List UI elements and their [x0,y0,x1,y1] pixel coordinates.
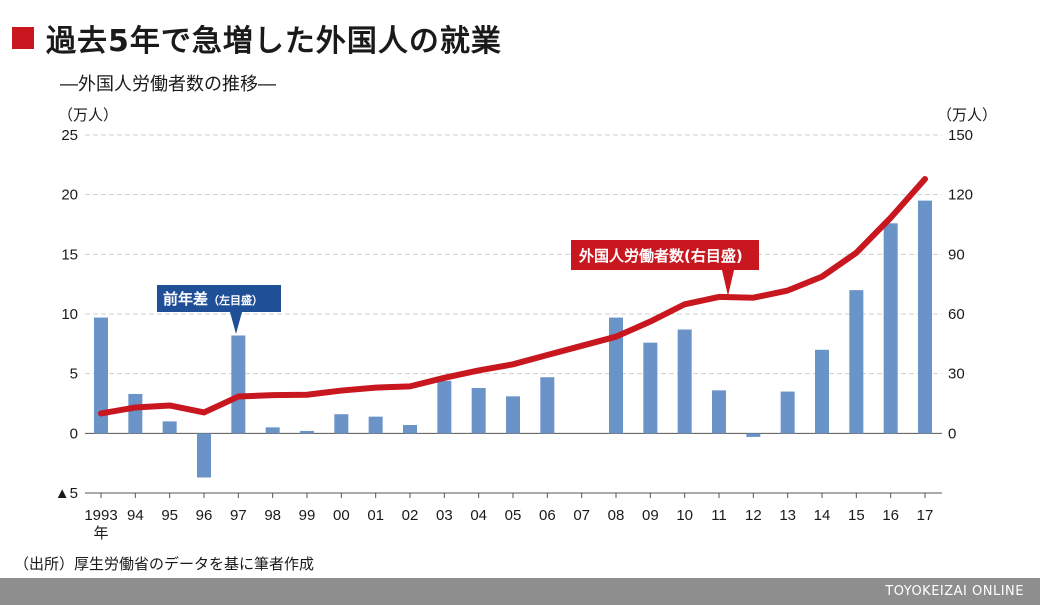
bar-callout-label: 前年差（左目盛） [163,290,263,308]
bar [197,433,211,478]
right-tick-label: 60 [948,306,965,323]
bar [231,335,246,434]
x-tick-label: 15 [848,507,865,524]
bar [643,342,658,434]
x-tick-label: 94 [127,507,144,524]
bar [403,424,417,434]
bar [162,421,177,434]
bar [540,377,555,434]
x-tick-label: 11 [711,507,727,524]
x-tick-label: 13 [779,507,796,524]
right-axis-unit: （万人） [937,106,998,124]
x-tick-label: 10 [676,507,693,524]
x-tick-label: 04 [470,507,487,524]
left-tick-label: 0 [70,425,78,442]
bar [746,433,761,437]
bar [849,290,864,434]
x-tick-label: 08 [608,507,625,524]
line-callout-box [571,240,759,270]
bar [471,387,486,434]
footer-brand: TOYOKEIZAI ONLINE [885,584,1024,599]
bar [609,317,623,434]
bar [506,396,520,434]
right-tick-label: 30 [948,366,965,383]
right-tick-label: 150 [948,127,973,144]
x-first-suffix: 年 [93,525,108,542]
x-tick-label: 16 [882,507,899,524]
line-series [98,175,928,417]
chart-subtitle: ―外国人労働者数の推移― [60,74,276,95]
bar [712,390,726,434]
line-callout-pointer [722,270,734,296]
x-tick-label: 09 [642,507,659,524]
bar-callout-box [157,285,281,312]
bar [918,200,932,434]
footer-bar: TOYOKEIZAI ONLINE [0,578,1040,605]
x-tick-label: 12 [745,507,762,524]
x-tick-label: 1993 [84,507,117,524]
line-callout-label: 外国人労働者数(右目盛) [578,247,743,265]
right-tick-label: 90 [948,246,965,263]
bar-callout-pointer [230,312,242,334]
x-tick-label: 96 [196,507,213,524]
x-tick-label: 06 [539,507,556,524]
left-tick-label: 15 [61,246,78,263]
x-tick-label: 00 [333,507,350,524]
bar [265,427,280,434]
source-note: （出所）厚生労働省のデータを基に筆者作成 [14,555,315,573]
left-tick-label: 5 [70,366,78,383]
bar [437,380,452,434]
x-tick-label: 97 [230,507,247,524]
x-tick-label: 98 [264,507,281,524]
bar [815,349,829,434]
bar [94,317,108,434]
x-tick-label: 17 [917,507,934,524]
bar [677,329,692,434]
left-tick-label: 20 [61,187,78,204]
x-tick-label: 99 [299,507,316,524]
bar [780,391,795,434]
left-axis-unit: （万人） [58,106,119,124]
chart-title: 過去5年で急増した外国人の就業 [46,24,502,59]
bar [334,414,349,434]
x-tick-label: 01 [367,507,384,524]
x-tick-label: 02 [402,507,419,524]
right-tick-label: 0 [948,425,956,442]
bar [368,416,383,434]
bar [300,430,314,434]
x-tick-label: 95 [161,507,178,524]
right-tick-label: 120 [948,187,973,204]
bar [128,393,143,434]
left-tick-label: 10 [61,306,78,323]
x-tick-label: 14 [814,507,831,524]
x-tick-label: 03 [436,507,453,524]
x-tick-label: 05 [505,507,522,524]
left-tick-label: 25 [61,127,78,144]
x-tick-label: 07 [573,507,590,524]
bar [883,223,898,434]
title-marker [12,27,34,49]
left-tick-label: ▲5 [55,485,78,502]
